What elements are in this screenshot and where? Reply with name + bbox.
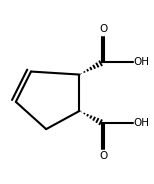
Text: O: O <box>99 151 107 161</box>
Text: OH: OH <box>133 57 149 68</box>
Text: O: O <box>99 24 107 34</box>
Text: OH: OH <box>133 118 149 128</box>
